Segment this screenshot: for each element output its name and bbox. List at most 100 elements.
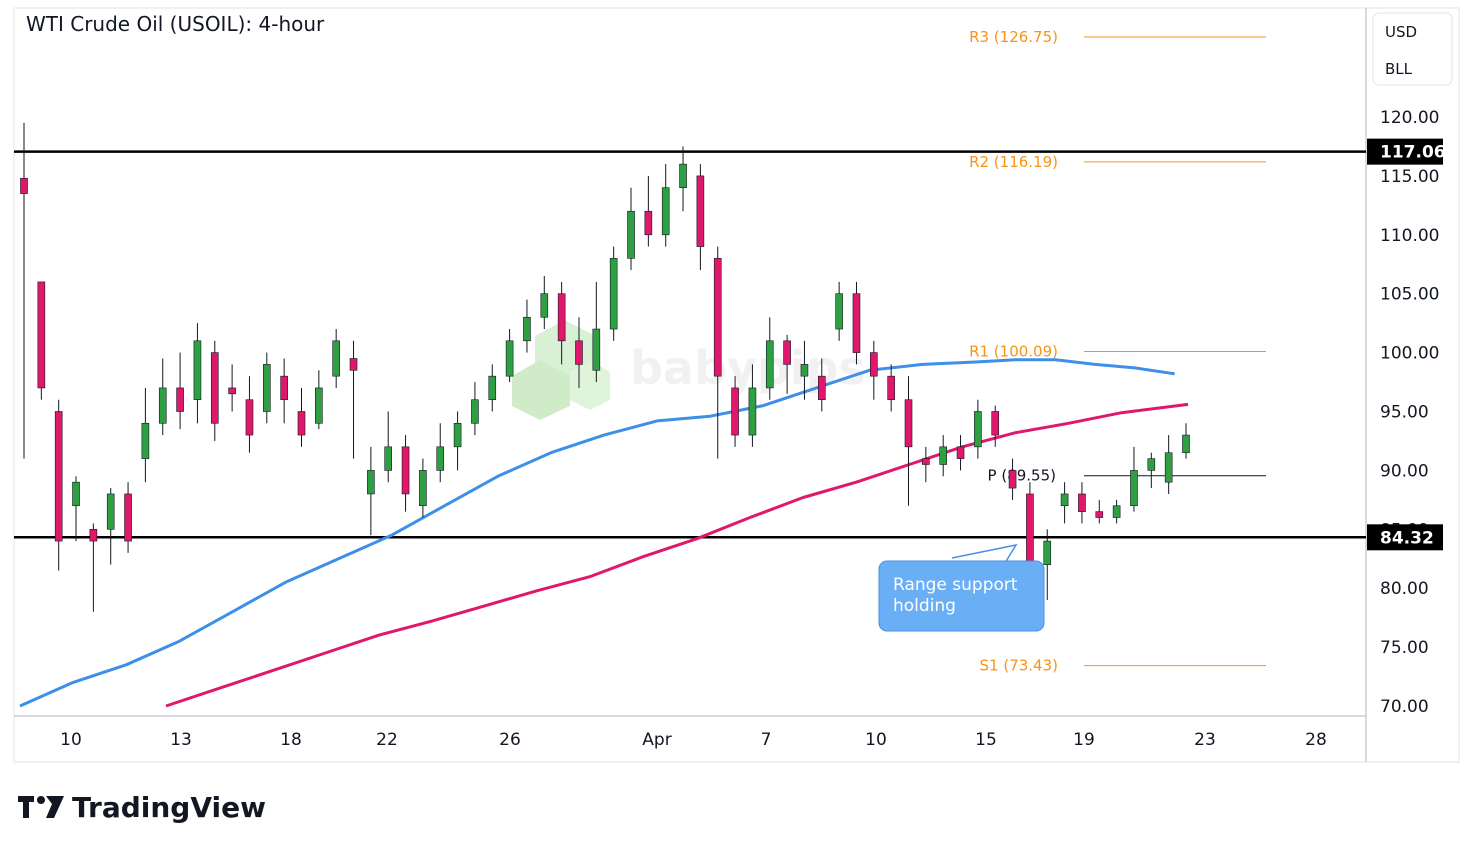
candle-body: [1060, 493, 1069, 507]
candle-body: [991, 411, 1000, 436]
candle-body: [1147, 458, 1156, 471]
candle-body: [141, 422, 150, 459]
y-tick-label: 110.00: [1380, 226, 1439, 246]
candle-body: [939, 446, 947, 465]
candle-body: [557, 293, 566, 342]
x-tick-label: 7: [761, 730, 772, 750]
candle-body: [453, 422, 462, 448]
tradingview-logo-icon: [18, 796, 34, 818]
candle-body: [401, 446, 410, 495]
y-tick-label: 75.00: [1380, 638, 1429, 658]
moving-average-line: [165, 402, 1189, 708]
candle-body: [245, 399, 254, 436]
y-tick-label: 105.00: [1380, 285, 1439, 305]
x-tick-label: 19: [1073, 730, 1095, 750]
candle-body: [332, 340, 340, 377]
candle-body: [974, 411, 982, 448]
candle-body: [1164, 452, 1173, 483]
candle-body: [835, 293, 843, 330]
candle-body: [1026, 493, 1034, 565]
candle-body: [176, 387, 184, 412]
currency-label: USD: [1385, 23, 1417, 41]
candle-body: [783, 340, 791, 365]
candle-body: [523, 316, 531, 342]
x-tick-label: Apr: [642, 730, 671, 750]
x-tick-label: 26: [499, 730, 521, 750]
candle-body: [193, 340, 202, 401]
candle-body: [661, 187, 670, 236]
candle-body: [904, 399, 913, 448]
candle-body: [644, 210, 653, 236]
candle-body: [817, 375, 826, 401]
candle-body: [419, 470, 427, 507]
candle-body: [609, 258, 618, 330]
candle-body: [297, 411, 306, 436]
moving-average-line: [19, 358, 1175, 708]
pivot-label: R3 (126.75): [969, 28, 1058, 46]
candle-body: [106, 493, 115, 530]
pivot-label: R1 (100.09): [969, 343, 1058, 361]
y-tick-label: 80.00: [1380, 579, 1429, 599]
candle-body: [20, 177, 28, 194]
x-tick-label: 13: [170, 730, 192, 750]
callout-line-1: Range support: [893, 575, 1018, 595]
pivot-label: P (89.55): [988, 467, 1056, 485]
currency-selector[interactable]: [1372, 12, 1453, 86]
level-lines: R3 (126.75) R2 (116.19) R1 (100.09) P (89.5…: [14, 28, 1366, 675]
candle-body: [627, 210, 635, 259]
candle-body: [1043, 540, 1052, 565]
candle-body: [696, 175, 705, 247]
candle-body: [228, 387, 236, 395]
candle-body: [870, 352, 878, 377]
candle-body: [124, 493, 132, 542]
candle-body: [1112, 505, 1121, 518]
candle-body: [956, 446, 965, 459]
candle-body: [713, 258, 722, 377]
price-tags: 117.06 84.32: [1367, 138, 1446, 551]
x-tick-label: 22: [376, 730, 398, 750]
candle-body: [765, 340, 774, 389]
candle-body: [263, 364, 271, 412]
tradingview-logo: TradingView: [18, 791, 266, 824]
pivot-label: S1 (73.43): [980, 657, 1058, 675]
y-tick-label: 95.00: [1380, 403, 1429, 423]
candle-body: [384, 446, 393, 471]
candle-body: [315, 387, 323, 424]
y-tick-label: 115.00: [1380, 167, 1439, 187]
candle-body: [488, 375, 497, 401]
candle-body: [1095, 511, 1104, 518]
candle-body: [37, 281, 46, 389]
pivot-label: R2 (116.19): [969, 153, 1058, 171]
watermark-text: babypips: [630, 341, 866, 395]
candle-body: [54, 411, 63, 542]
candle-body: [679, 163, 687, 188]
callout-pointer: [951, 543, 1018, 564]
candle-body: [1008, 470, 1017, 489]
candle-body: [592, 328, 601, 371]
tradingview-wordmark: TradingView: [72, 791, 266, 824]
chart-frame: [13, 7, 1460, 763]
candle-body: [89, 528, 98, 542]
candle-body: [349, 358, 358, 371]
candle-body: [471, 399, 479, 424]
candle-body: [436, 446, 445, 471]
candle-body: [1182, 434, 1190, 454]
price-tag-label: 84.32: [1380, 528, 1434, 548]
candle-body: [922, 458, 930, 465]
candle-body: [210, 352, 219, 424]
candle-body: [72, 481, 80, 507]
chart-title: WTI Crude Oil (USOIL): 4-hour: [26, 12, 325, 36]
y-tick-label: 90.00: [1380, 461, 1429, 481]
y-tick-label: 100.00: [1380, 344, 1439, 364]
x-tick-label: 18: [280, 730, 302, 750]
candle-body: [367, 470, 375, 495]
price-tag-label: 117.06: [1380, 143, 1446, 163]
price-tag: [1367, 524, 1443, 551]
x-axis-ticks: 10 13 18 22 26 Apr 7 10 15 19 23 28: [60, 730, 1327, 750]
candle-body: [852, 293, 861, 353]
unit-label: BLL: [1385, 60, 1413, 78]
y-tick-label: 70.00: [1380, 697, 1429, 717]
x-tick-label: 23: [1194, 730, 1216, 750]
